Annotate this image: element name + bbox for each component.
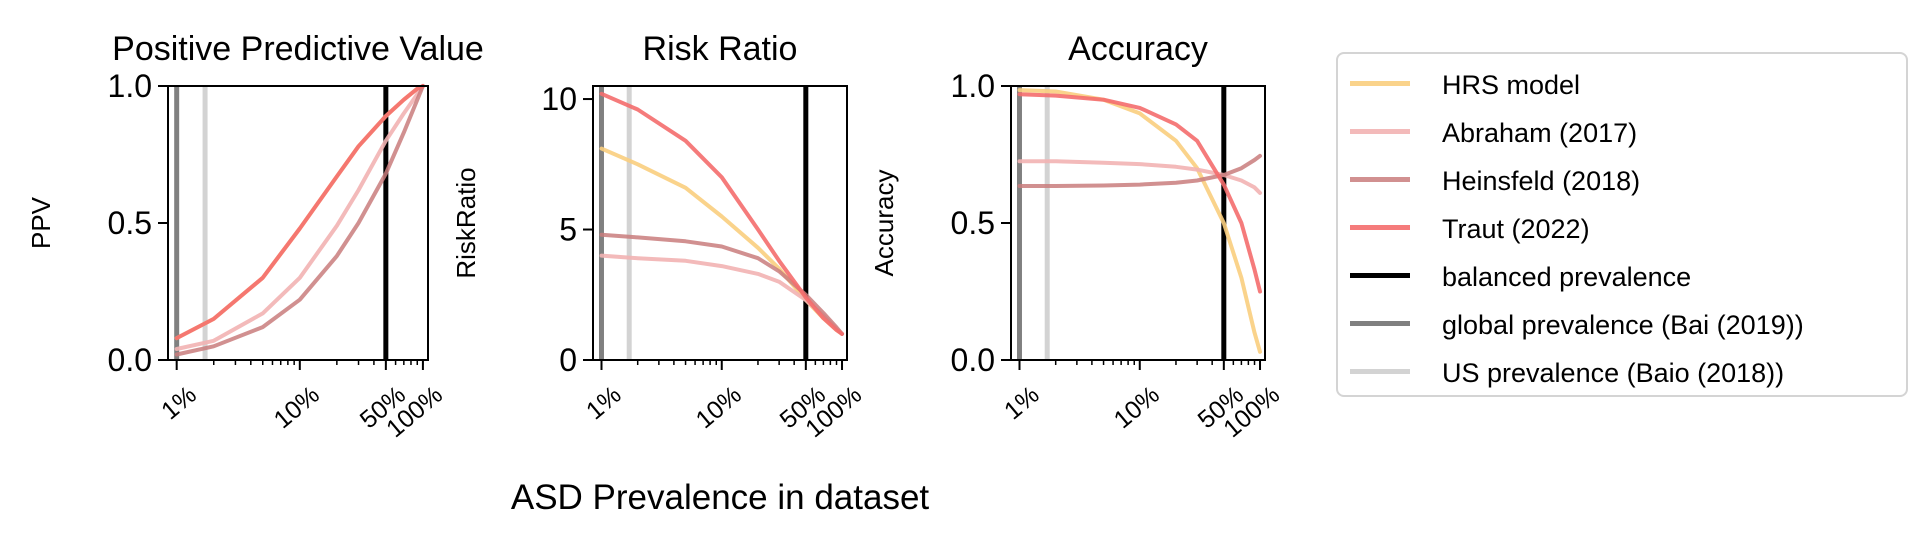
legend-swatch: [1350, 321, 1410, 326]
series-line-hrs-model: [1017, 88, 1262, 354]
series-line-traut-2022-: [599, 91, 844, 336]
y-tick-label: 0.5: [108, 205, 152, 241]
series-line-traut-2022-: [1017, 92, 1262, 294]
y-tick-label: 1.0: [951, 68, 995, 104]
x-tick-label: 1%: [581, 381, 627, 426]
figure-xlabel: ASD Prevalence in dataset: [510, 478, 930, 517]
legend-swatch: [1350, 177, 1410, 182]
legend: HRS model Abraham (2017) Heinsfeld (2018) T…: [1336, 52, 1908, 397]
series-line-heinsfeld-2018-: [174, 84, 425, 357]
series-line-traut-2022-: [174, 84, 425, 341]
chart-panel-1: 0.00.51.01% 10% 50%100%Positive Predictive…: [26, 30, 484, 443]
series-line-heinsfeld-2018-: [1017, 153, 1262, 188]
legend-item: Traut (2022): [1338, 208, 1906, 248]
x-tick-label: 10%: [1109, 381, 1165, 435]
chart-title: Positive Predictive Value: [112, 30, 484, 68]
y-tick-label: 0.0: [951, 342, 995, 378]
x-tick-label: 1%: [999, 381, 1045, 426]
legend-item: Abraham (2017): [1338, 112, 1906, 152]
legend-swatch: [1350, 273, 1410, 278]
axes-frame: [592, 85, 848, 361]
legend-swatch: [1350, 81, 1410, 86]
y-tick-label: 10: [541, 81, 577, 117]
legend-swatch: [1350, 369, 1410, 374]
y-tick-label: 1.0: [108, 68, 152, 104]
legend-label: Traut (2022): [1442, 214, 1590, 244]
legend-item: global prevalence (Bai (2019)): [1338, 304, 1906, 344]
legend-swatch: [1350, 225, 1410, 230]
series-line-heinsfeld-2018-: [599, 232, 844, 336]
legend-label: US prevalence (Baio (2018)): [1442, 358, 1785, 388]
y-tick-label: 0.5: [951, 205, 995, 241]
chart-title: Accuracy: [1068, 30, 1208, 68]
y-axis-label: RiskRatio: [451, 167, 481, 278]
legend-label: balanced prevalence: [1442, 262, 1692, 292]
y-axis-label: PPV: [26, 196, 56, 249]
x-tick-label: 10%: [269, 381, 325, 435]
legend-item: HRS model: [1338, 64, 1906, 104]
legend-swatch: [1350, 129, 1410, 134]
x-tick-label: 1%: [156, 381, 202, 426]
y-tick-label: 0: [559, 342, 577, 378]
legend-label: Heinsfeld (2018): [1442, 166, 1641, 196]
series-line-abraham-2017-: [174, 84, 425, 351]
y-axis-label: Accuracy: [869, 170, 899, 277]
legend-label: global prevalence (Bai (2019)): [1442, 310, 1804, 340]
y-tick-label: 0.0: [108, 342, 152, 378]
series-line-abraham-2017-: [1017, 159, 1262, 195]
y-tick-label: 5: [559, 212, 577, 248]
legend-item: US prevalence (Baio (2018)): [1338, 352, 1906, 392]
legend-item: Heinsfeld (2018): [1338, 160, 1906, 200]
chart-title: Risk Ratio: [643, 30, 798, 68]
legend-label: Abraham (2017): [1442, 118, 1638, 148]
legend-label: HRS model: [1442, 70, 1581, 100]
x-tick-label: 10%: [691, 381, 747, 435]
legend-item: balanced prevalence: [1338, 256, 1906, 296]
